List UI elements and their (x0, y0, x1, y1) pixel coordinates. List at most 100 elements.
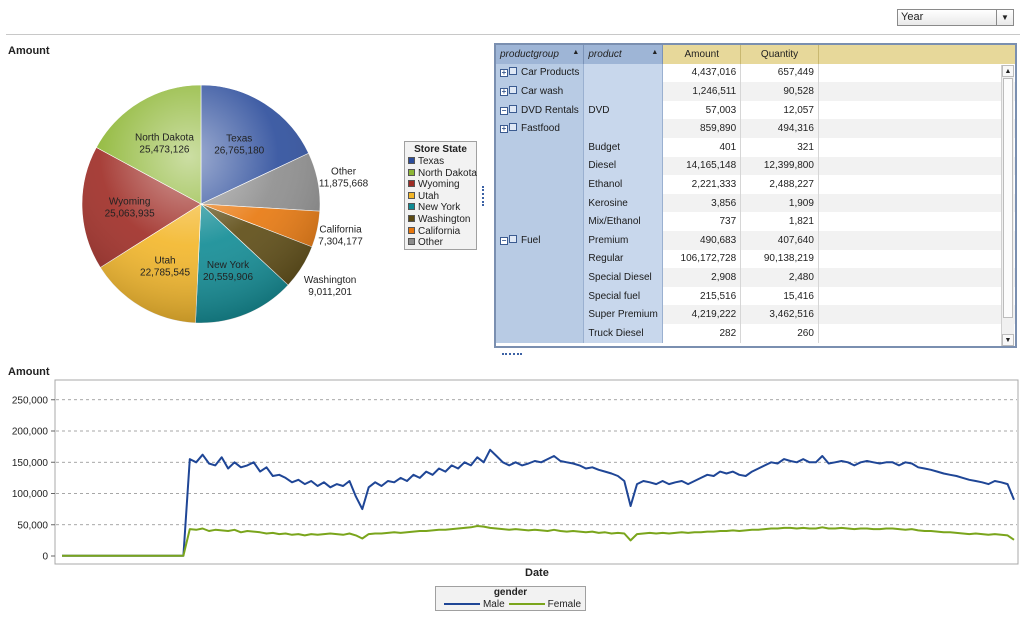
filler-cell (818, 64, 1015, 83)
pie-slice-label: Other (331, 167, 357, 178)
product-cell: Special Diesel (583, 268, 664, 287)
y-tick-label: 250,000 (12, 395, 49, 406)
quantity-cell: 3,462,516 (740, 305, 819, 324)
table-row: Kerosine 3,856 1,909 (496, 193, 1015, 213)
column-header-filler (818, 45, 1015, 64)
expand-collapse-icon[interactable]: + (500, 124, 508, 134)
row-member-icon[interactable] (509, 123, 517, 132)
quantity-cell: 657,449 (740, 63, 819, 83)
row-member-icon[interactable] (509, 234, 517, 243)
expand-collapse-icon[interactable]: + (500, 86, 508, 96)
product-cell: Kerosine (583, 193, 664, 213)
year-dropdown[interactable]: Year ▼ (897, 9, 1014, 26)
filler-cell (818, 287, 1015, 306)
column-header-productgroup[interactable]: productgroup ▲ (496, 45, 585, 64)
filler-cell (818, 119, 1015, 138)
sort-asc-icon[interactable]: ▲ (572, 48, 580, 56)
pie-slice-label: North Dakota (135, 133, 194, 144)
expand-collapse-icon[interactable]: − (500, 235, 508, 245)
pie-slice-label: Wyoming (109, 196, 151, 207)
legend-item-california[interactable]: California (408, 226, 473, 238)
pie-slice-value: 26,765,180 (214, 146, 264, 157)
amount-cell: 2,908 (662, 268, 742, 287)
legend-label: Wyoming (418, 179, 460, 191)
legend-item-washington[interactable]: Washington (408, 214, 473, 226)
legend-item-wyoming[interactable]: Wyoming (408, 179, 473, 191)
legend-swatch (408, 226, 415, 234)
row-member-icon[interactable] (509, 85, 517, 94)
series-line-male[interactable] (62, 448, 1015, 557)
product-cell: DVD (583, 100, 664, 120)
scrollbar-thumb[interactable] (1003, 78, 1013, 318)
y-tick-label: 100,000 (12, 489, 49, 500)
filler-cell (818, 138, 1015, 157)
legend-item-new-york[interactable]: New York (408, 202, 473, 214)
table-row: + Fastfood 859,890 494,316 (496, 119, 1015, 138)
amount-cell: 859,890 (662, 119, 742, 138)
legend-label: North Dakota (418, 167, 477, 179)
quantity-cell: 12,057 (740, 100, 819, 120)
table-row: Special Diesel 2,908 2,480 (496, 268, 1015, 287)
expand-collapse-icon[interactable]: + (500, 68, 508, 78)
sort-asc-icon[interactable]: ▲ (651, 48, 659, 56)
table-row: − DVD Rentals DVD 57,003 12,057 (496, 100, 1015, 120)
legend-swatch (408, 238, 415, 246)
legend-label-female[interactable]: Female (547, 599, 582, 610)
quantity-cell: 1,909 (740, 193, 819, 213)
legend-item-north-dakota[interactable]: North Dakota (408, 168, 477, 180)
legend-label: California (418, 225, 461, 237)
product-cell: Truck Diesel (583, 323, 664, 343)
legend-item-texas[interactable]: Texas (408, 156, 473, 168)
line-chart-title: Amount (8, 366, 50, 378)
expand-collapse-icon[interactable]: − (500, 105, 508, 115)
y-tick-label: 0 (42, 552, 48, 563)
legend-swatch (408, 191, 415, 199)
pie-slice-label: Texas (226, 134, 252, 145)
amount-cell: 4,219,222 (662, 305, 742, 324)
pie-legend-title: Store State (414, 144, 467, 155)
pie-slice-value: 25,473,126 (139, 145, 189, 156)
legend-item-other[interactable]: Other (408, 237, 473, 249)
pie-slice-value: 25,063,935 (105, 208, 155, 219)
legend-item-utah[interactable]: Utah (408, 191, 473, 203)
legend-label: Texas (418, 156, 445, 167)
row-group-label: Fastfood (521, 123, 560, 135)
pie-slice-value: 20,559,906 (203, 272, 253, 283)
vertical-splitter-handle[interactable] (482, 186, 485, 206)
legend-label-male[interactable]: Male (482, 599, 505, 610)
plot-area (54, 379, 1019, 565)
legend-swatch (408, 168, 415, 176)
column-header-amount[interactable]: Amount (662, 45, 742, 64)
amount-cell: 215,516 (662, 286, 742, 306)
y-tick-label: 200,000 (12, 427, 49, 438)
product-cell: Budget (583, 137, 664, 157)
product-cell: Special fuel (583, 286, 664, 306)
series-line-female[interactable] (62, 525, 1015, 557)
column-header-product[interactable]: product ▲ (583, 45, 664, 64)
quantity-cell: 1,821 (740, 212, 819, 231)
legend-label: New York (418, 202, 461, 214)
table-row: Special fuel 215,516 15,416 (496, 286, 1015, 306)
row-group-cell: − DVD Rentals (496, 100, 585, 120)
horizontal-splitter-handle[interactable] (502, 353, 522, 356)
column-header-quantity[interactable]: Quantity (740, 45, 819, 64)
x-axis-label: Date (525, 567, 549, 579)
filler-cell (818, 268, 1015, 287)
scroll-down-icon[interactable]: ▼ (1002, 334, 1014, 346)
scroll-up-icon[interactable]: ▲ (1002, 65, 1014, 77)
table-row: + Car wash 1,246,511 90,528 (496, 82, 1015, 101)
filler-cell (818, 101, 1015, 120)
year-dropdown-value: Year (901, 11, 924, 23)
filler-cell (818, 193, 1015, 213)
table-row: Truck Diesel 282 260 (496, 323, 1015, 343)
row-member-icon[interactable] (509, 67, 517, 76)
product-cell (583, 63, 664, 83)
filler-cell (818, 324, 1015, 343)
filler-cell (818, 305, 1015, 324)
chevron-down-icon[interactable]: ▼ (996, 10, 1013, 25)
line-legend: gender Male Female (435, 586, 586, 611)
row-member-icon[interactable] (509, 104, 517, 113)
table-scrollbar[interactable]: ▲ ▼ (1001, 65, 1014, 346)
quantity-cell: 321 (740, 137, 819, 157)
